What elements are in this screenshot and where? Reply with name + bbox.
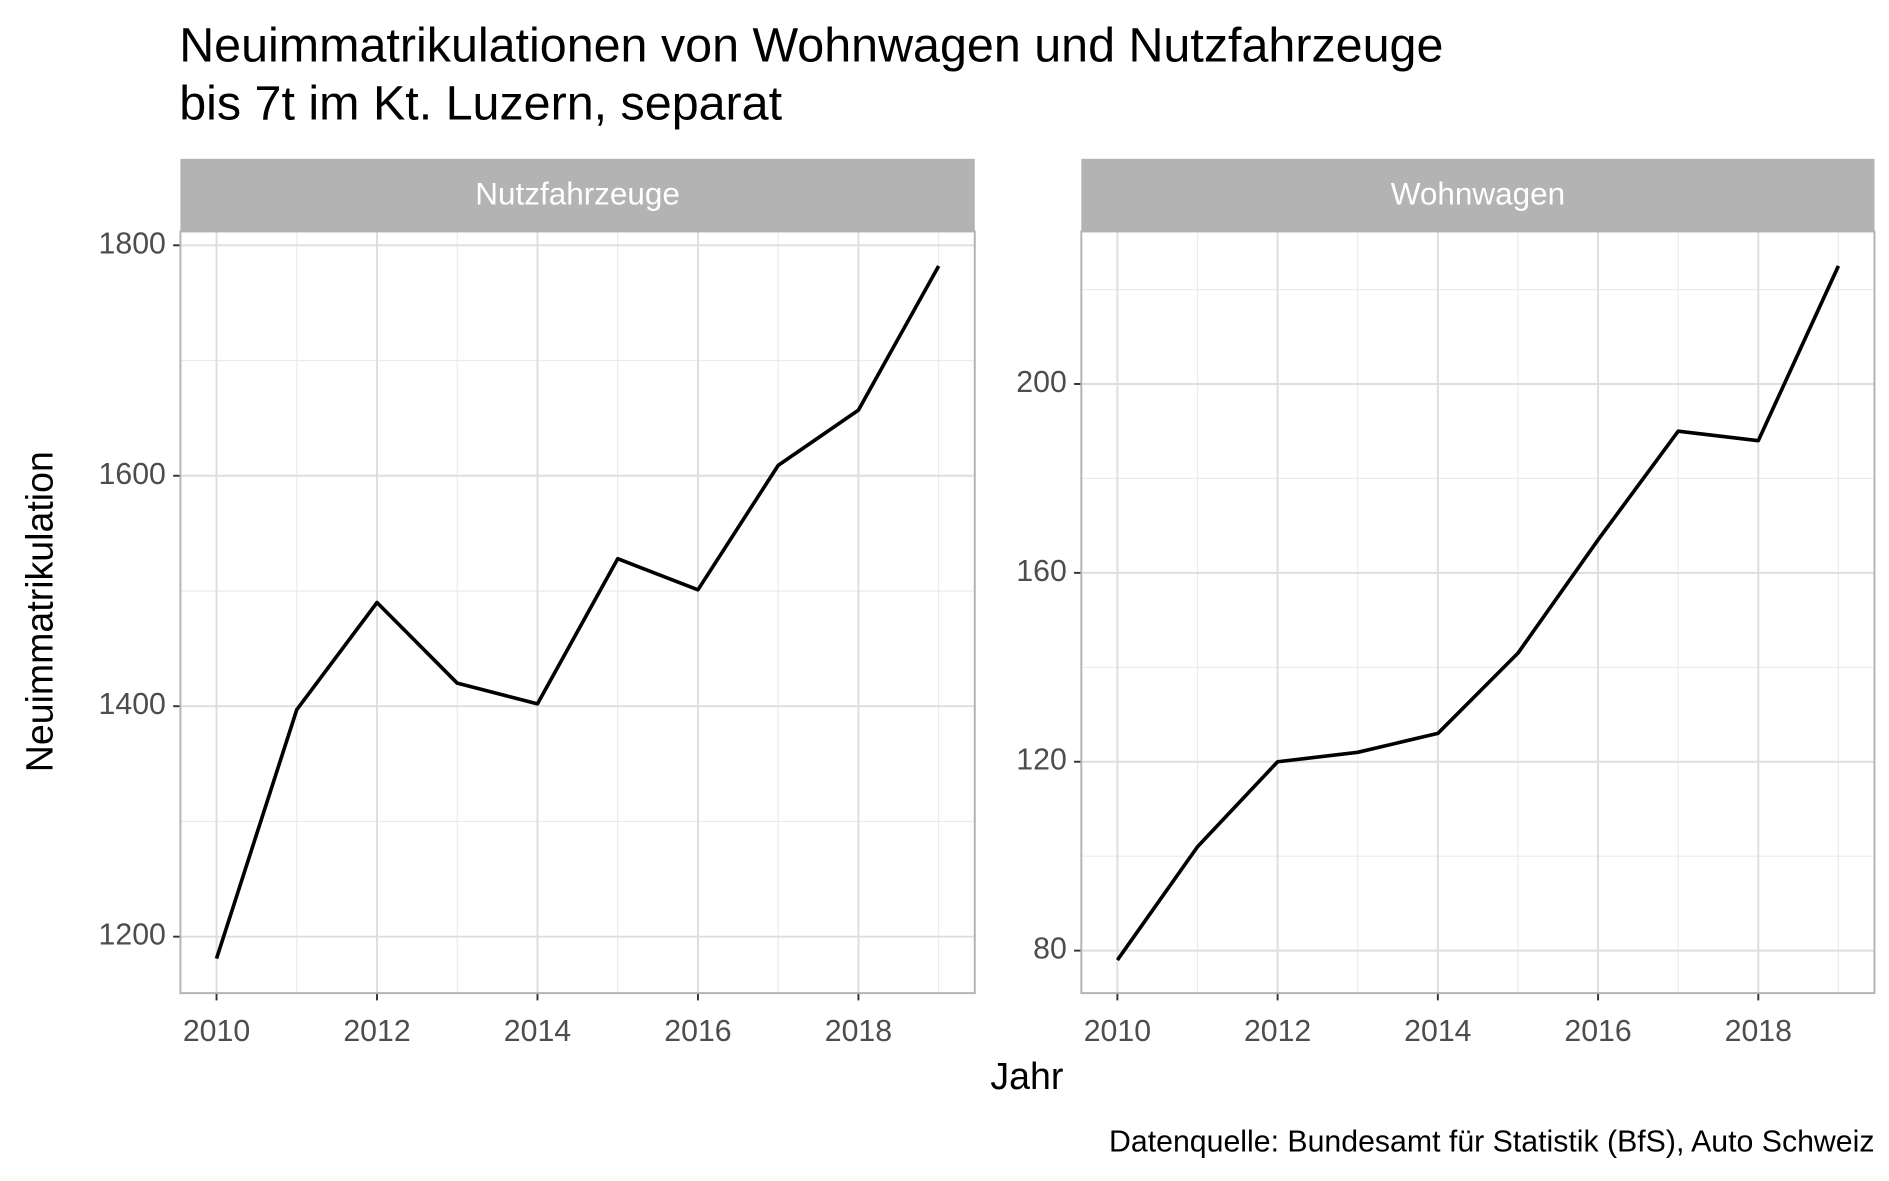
y-tick-label: 120 <box>1016 744 1067 777</box>
caption: Datenquelle: Bundesamt für Statistik (Bf… <box>1109 1125 1874 1158</box>
chart-title: bis 7t im Kt. Luzern, separat <box>179 77 782 131</box>
x-tick-label: 2018 <box>825 1015 892 1048</box>
y-tick-label: 1400 <box>99 688 166 721</box>
y-axis-label: Neuimmatrikulation <box>18 451 60 772</box>
y-tick-label: 80 <box>1033 933 1067 966</box>
x-tick-label: 2014 <box>504 1015 571 1048</box>
panel-background <box>1081 231 1875 994</box>
y-tick-label: 160 <box>1016 555 1067 588</box>
x-tick-label: 2018 <box>1725 1015 1792 1048</box>
y-tick-label: 200 <box>1016 366 1067 399</box>
x-tick-label: 2014 <box>1404 1015 1471 1048</box>
strip <box>1081 158 1875 232</box>
x-tick-label: 2016 <box>1564 1015 1631 1048</box>
x-tick-label: 2012 <box>1244 1015 1311 1048</box>
strip-label: Nutzfahrzeuge <box>475 177 680 212</box>
strip <box>180 158 975 232</box>
x-tick-label: 2010 <box>1084 1015 1151 1048</box>
data-line <box>1115 265 1841 962</box>
y-tick-label: 1200 <box>99 919 166 952</box>
x-axis-label: Jahr <box>990 1055 1063 1097</box>
panel-border <box>179 230 976 995</box>
x-tick-label: 2010 <box>183 1015 250 1048</box>
x-tick-label: 2012 <box>343 1015 410 1048</box>
x-tick-label: 2016 <box>664 1015 731 1048</box>
chart-title: Neuimmatrikulationen von Wohnwagen und N… <box>179 18 1443 72</box>
data-line <box>214 265 941 960</box>
panel-border <box>1080 230 1876 995</box>
y-tick-label: 1600 <box>99 458 166 491</box>
panel-background <box>180 231 975 994</box>
strip-label: Wohnwagen <box>1391 177 1565 212</box>
y-tick-label: 1800 <box>99 227 166 260</box>
